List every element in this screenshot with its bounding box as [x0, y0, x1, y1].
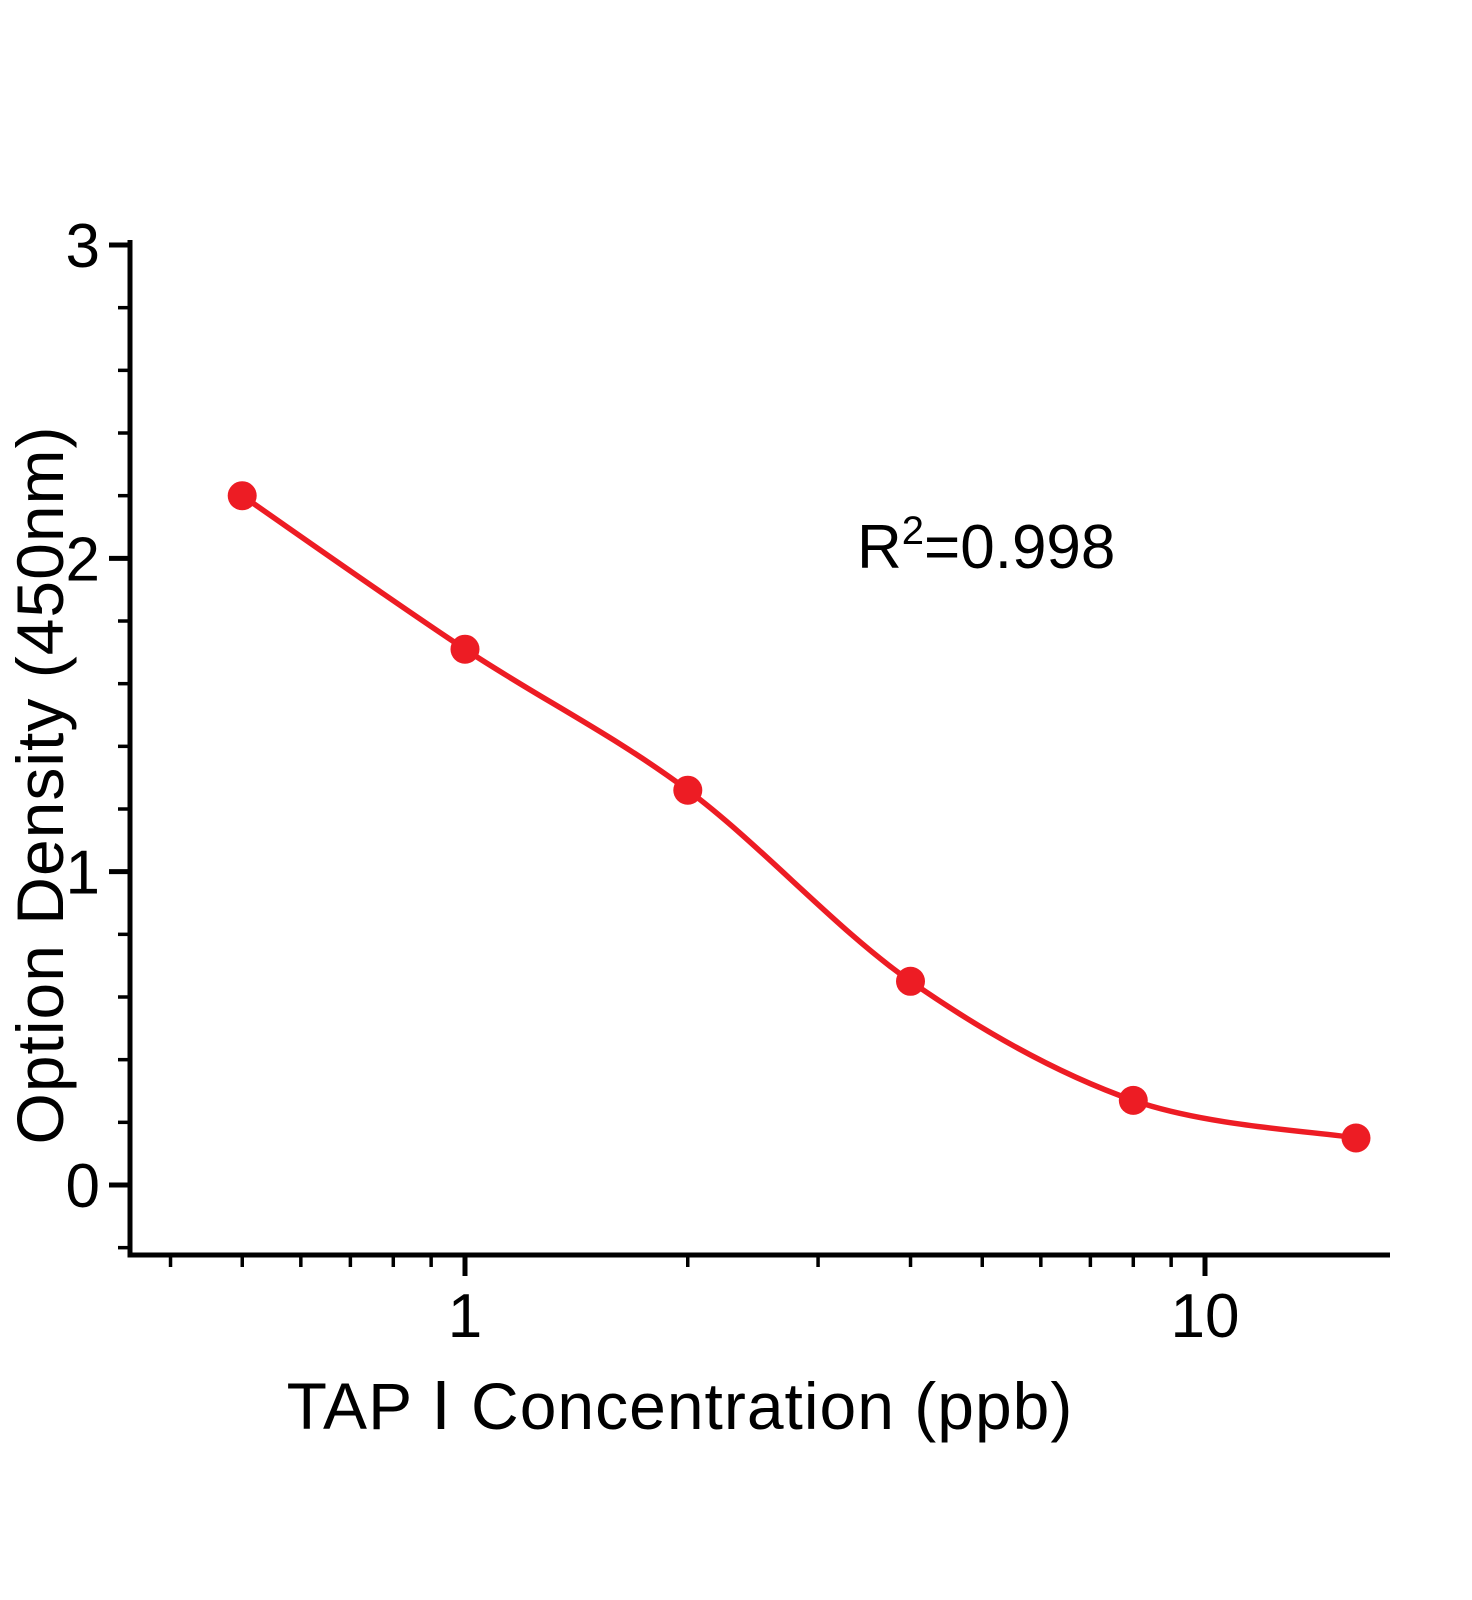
- data-point: [450, 634, 480, 664]
- fit-curve: [239, 492, 1359, 1141]
- y-axis-label: Option Density (450nm): [3, 425, 77, 1145]
- data-point: [896, 966, 925, 996]
- x-tick-label: 10: [1171, 1282, 1240, 1351]
- y-tick-label: 1: [66, 839, 100, 908]
- y-tick-label: 2: [66, 525, 100, 594]
- data-point: [1341, 1123, 1371, 1153]
- axis-frame: [127, 240, 1390, 1258]
- x-axis-label: TAP Ⅰ Concentration (ppb): [286, 1369, 1074, 1443]
- data-point: [673, 775, 703, 805]
- y-tick-label: 0: [66, 1152, 100, 1221]
- r-squared-annotation: R2=0.998: [857, 509, 1116, 583]
- data-point: [227, 481, 257, 511]
- r-squared-value: =0.998: [924, 513, 1116, 582]
- r-squared-base: R: [857, 513, 902, 582]
- x-tick-label: 1: [448, 1282, 482, 1351]
- y-tick-label: 3: [66, 212, 100, 281]
- data-point: [1118, 1085, 1148, 1115]
- r-squared-exponent: 2: [901, 509, 925, 553]
